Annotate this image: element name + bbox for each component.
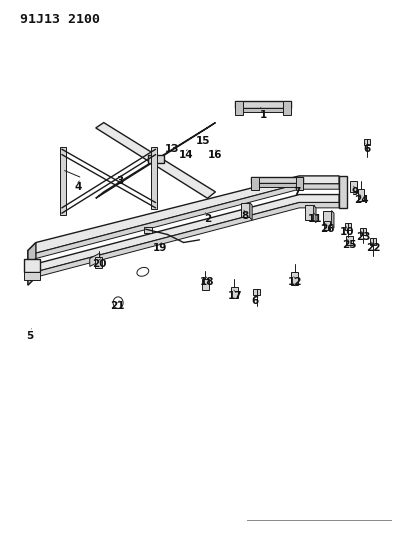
Text: 18: 18 <box>200 278 215 287</box>
Polygon shape <box>251 177 259 190</box>
Polygon shape <box>314 205 316 223</box>
Polygon shape <box>235 108 291 112</box>
Polygon shape <box>324 221 330 230</box>
Text: 9: 9 <box>352 187 359 197</box>
Text: 25: 25 <box>342 240 356 250</box>
Polygon shape <box>283 101 291 115</box>
Polygon shape <box>339 176 347 208</box>
Text: 16: 16 <box>208 150 223 159</box>
Polygon shape <box>28 243 36 266</box>
Text: 15: 15 <box>196 136 211 146</box>
Polygon shape <box>202 279 209 290</box>
Text: 26: 26 <box>320 224 334 234</box>
Polygon shape <box>250 203 252 220</box>
Text: 22: 22 <box>366 243 380 253</box>
Polygon shape <box>28 184 339 266</box>
Polygon shape <box>28 195 339 280</box>
Polygon shape <box>28 264 36 285</box>
Polygon shape <box>296 177 303 190</box>
Polygon shape <box>364 139 370 145</box>
Polygon shape <box>151 147 157 209</box>
Polygon shape <box>323 211 332 225</box>
Polygon shape <box>95 257 102 268</box>
Polygon shape <box>24 259 40 272</box>
Polygon shape <box>251 183 303 187</box>
Text: 21: 21 <box>111 302 125 311</box>
Text: 6: 6 <box>252 296 259 306</box>
Polygon shape <box>253 289 260 295</box>
Text: 12: 12 <box>288 278 302 287</box>
Polygon shape <box>332 211 334 228</box>
Polygon shape <box>235 101 243 115</box>
Polygon shape <box>90 253 100 266</box>
Polygon shape <box>370 238 376 245</box>
Text: 24: 24 <box>354 195 368 205</box>
Polygon shape <box>358 189 364 201</box>
Polygon shape <box>346 236 353 245</box>
Polygon shape <box>231 287 238 298</box>
Polygon shape <box>345 223 351 230</box>
Text: 10: 10 <box>340 227 354 237</box>
Text: 11: 11 <box>308 214 322 223</box>
Polygon shape <box>305 205 314 220</box>
Polygon shape <box>28 176 339 261</box>
Text: 91J13 2100: 91J13 2100 <box>20 13 100 26</box>
Polygon shape <box>144 227 152 233</box>
Text: 4: 4 <box>74 182 81 191</box>
Polygon shape <box>148 155 164 163</box>
Polygon shape <box>60 147 66 215</box>
Polygon shape <box>24 272 40 280</box>
Text: 19: 19 <box>152 243 167 253</box>
Text: 17: 17 <box>228 291 243 301</box>
Text: 3: 3 <box>116 176 123 186</box>
Text: 1: 1 <box>260 110 267 119</box>
Polygon shape <box>350 181 357 192</box>
Polygon shape <box>291 272 298 285</box>
Text: 14: 14 <box>179 150 194 159</box>
Text: 6: 6 <box>363 144 371 154</box>
Polygon shape <box>241 203 250 217</box>
Polygon shape <box>28 203 339 285</box>
Text: 2: 2 <box>204 214 211 223</box>
Polygon shape <box>96 123 215 198</box>
Text: 23: 23 <box>356 232 370 242</box>
Polygon shape <box>96 123 215 198</box>
Text: 20: 20 <box>92 259 106 269</box>
Polygon shape <box>251 177 303 183</box>
Text: 13: 13 <box>164 144 179 154</box>
Text: 5: 5 <box>26 331 34 341</box>
Polygon shape <box>360 228 366 235</box>
Text: 7: 7 <box>294 187 301 197</box>
Polygon shape <box>235 101 291 108</box>
Text: 8: 8 <box>242 211 249 221</box>
